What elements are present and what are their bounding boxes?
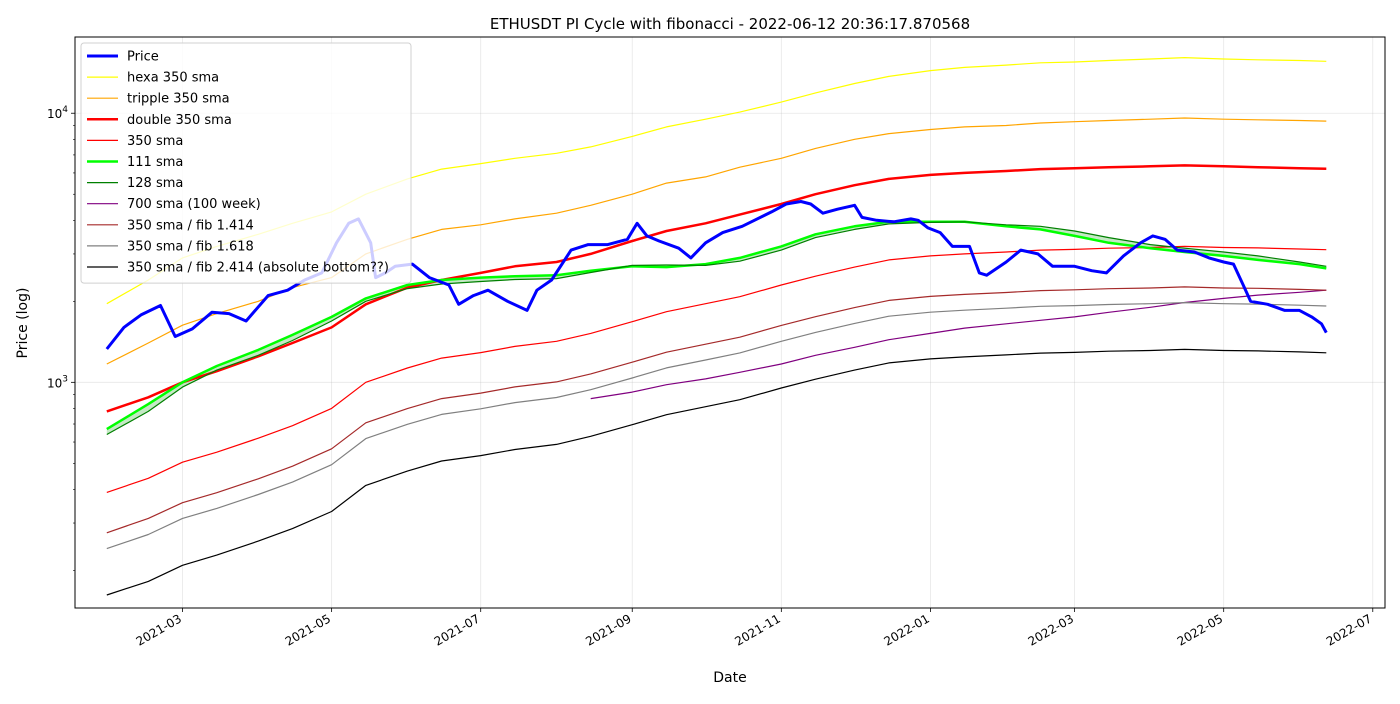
legend-label: 111 sma: [127, 155, 183, 170]
y-tick-label: 103: [47, 374, 68, 390]
legend-box: [80, 42, 412, 284]
series-line-111-sma: [106, 220, 1327, 431]
plot-frame: [74, 36, 1386, 609]
series-line-700-sma-100-week: [590, 289, 1327, 400]
legend-label: 700 sma (100 week): [127, 197, 261, 212]
x-axis-label: Date: [713, 670, 746, 686]
legend-label: 128 sma: [127, 176, 183, 191]
legend-label: 350 sma / fib 1.414: [127, 218, 254, 233]
y-tick-exponent: 4: [62, 105, 68, 115]
series-line-350-sma: [106, 245, 1327, 493]
chart-title: ETHUSDT PI Cycle with fibonacci - 2022-0…: [490, 15, 970, 33]
series-line-350-sma-fib-1-618: [106, 302, 1327, 550]
series-line-350-sma-fib-1-414: [106, 286, 1327, 534]
y-tick-base: 10: [47, 376, 62, 390]
legend-label: 350 sma / fib 2.414 (absolute bottom??): [127, 261, 389, 276]
y-tick-exponent: 3: [62, 374, 68, 384]
legend-label: 350 sma / fib 1.618: [127, 239, 254, 254]
series-line-350-sma-fib-2-414-absolute-bottom: [106, 348, 1327, 596]
legend-label: tripple 350 sma: [127, 92, 230, 107]
legend-label: hexa 350 sma: [127, 71, 219, 86]
legend: Price hexa 350 sma tripple 350 sma double 3…: [80, 42, 412, 284]
legend-label: 350 sma: [127, 134, 183, 149]
series-line-128-sma: [106, 221, 1327, 436]
y-tick-base: 10: [47, 107, 62, 121]
y-axis-label: Price (log): [15, 288, 31, 359]
legend-label: double 350 sma: [127, 113, 232, 128]
y-tick-label: 104: [47, 105, 68, 121]
legend-label: Price: [127, 50, 159, 65]
series-line-double-350-sma: [106, 164, 1327, 413]
